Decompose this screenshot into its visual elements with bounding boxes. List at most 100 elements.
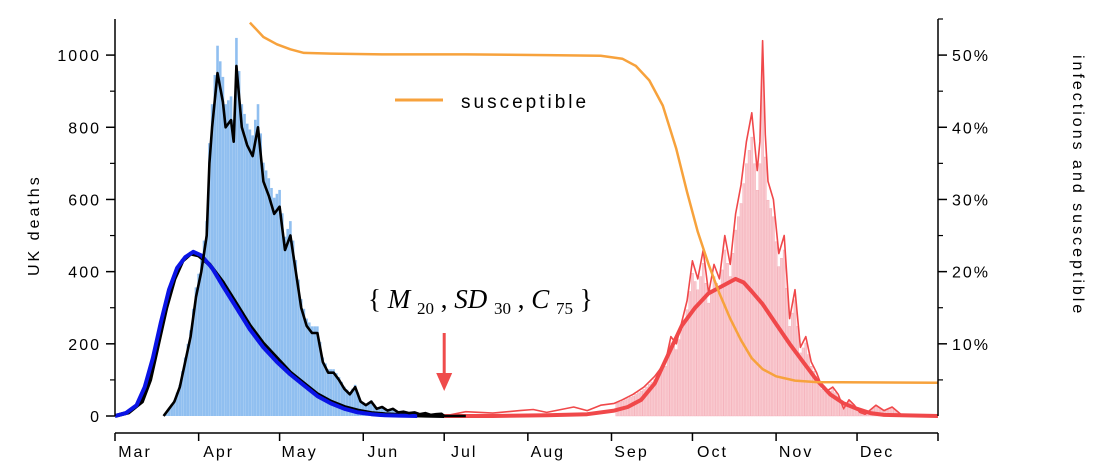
bar-autumn: [647, 384, 651, 417]
bar-autumn: [815, 375, 818, 417]
marker-arrow-head: [436, 373, 453, 391]
bar-autumn: [820, 389, 824, 417]
bar-spring: [200, 260, 203, 416]
marker-arrow: [436, 333, 453, 391]
bar-autumn: [804, 342, 808, 417]
bar-spring: [305, 318, 308, 416]
bar-spring: [267, 178, 271, 416]
x-tick-label: Sep: [614, 444, 648, 461]
bar-autumn: [731, 253, 735, 417]
bar-spring: [391, 408, 395, 416]
bar-spring: [167, 408, 171, 416]
bars-spring: [164, 37, 443, 417]
annotation-sub-c: 75: [556, 299, 573, 318]
bar-autumn: [666, 354, 670, 417]
bar-autumn: [809, 365, 813, 417]
bar-spring: [361, 402, 365, 416]
bar-autumn: [726, 263, 729, 417]
bar-autumn: [758, 163, 762, 417]
bar-autumn: [701, 263, 705, 417]
bar-autumn: [645, 386, 648, 417]
bar-spring: [378, 407, 381, 416]
y-tick-label: 800: [68, 120, 101, 137]
bar-spring: [208, 143, 211, 417]
y2-tick-label: 20%: [952, 265, 990, 282]
bar-autumn: [712, 276, 716, 417]
bar-spring: [262, 162, 265, 416]
bar-autumn: [674, 349, 678, 417]
bar-spring: [337, 377, 341, 416]
bar-autumn: [793, 299, 797, 417]
bar-spring: [229, 96, 233, 416]
svg-text:{ M 20 ,: { M 20 , SD 30 , C 75 }: [368, 284, 593, 320]
annotation: { M 20 , SD 30 , C 75 }: [368, 284, 593, 320]
bar-autumn: [639, 390, 643, 417]
bar-spring: [326, 369, 330, 416]
bar-spring: [380, 406, 384, 416]
bar-spring: [245, 123, 249, 416]
bar-spring: [343, 386, 346, 416]
bar-autumn: [680, 329, 683, 417]
bar-autumn: [704, 282, 708, 417]
bar-autumn: [828, 390, 832, 417]
x-tick-label: Aug: [531, 444, 565, 461]
bar-spring: [194, 287, 198, 416]
bar-spring: [264, 170, 268, 416]
bar-spring: [186, 343, 190, 416]
bar-autumn: [650, 381, 654, 417]
bar-autumn: [699, 276, 702, 417]
bar-autumn: [664, 365, 667, 417]
y2-tick-label: 50%: [952, 48, 990, 65]
bar-spring: [280, 213, 284, 416]
bar-spring: [334, 373, 338, 416]
spring-observed-line: [162, 64, 466, 418]
bar-autumn: [831, 389, 835, 417]
y-tick-label: 400: [68, 265, 101, 282]
x-tick-label: Mar: [118, 444, 152, 461]
x-tick-label: Jun: [367, 444, 399, 461]
bar-autumn: [764, 156, 767, 417]
bar-autumn: [710, 289, 713, 417]
x-tick-label: May: [281, 444, 317, 461]
bar-spring: [191, 308, 195, 416]
legend-label-susceptible: susceptible: [461, 92, 589, 113]
bar-autumn: [747, 150, 751, 417]
bar-spring: [275, 193, 279, 416]
bar-autumn: [707, 302, 710, 417]
bar-spring: [205, 221, 209, 416]
x-tick-label: Nov: [779, 444, 813, 461]
autumn-model-line: [444, 276, 939, 418]
bar-spring: [348, 392, 352, 416]
bar-spring: [283, 236, 287, 416]
bar-autumn: [683, 319, 686, 417]
bar-spring: [189, 330, 192, 416]
bar-autumn: [817, 382, 821, 417]
bar-spring: [202, 240, 206, 416]
x-tick-label: Jul: [451, 444, 477, 461]
annotation-sep-1: ,: [441, 284, 448, 314]
bar-autumn: [737, 216, 740, 417]
bar-autumn: [834, 392, 837, 417]
bar-spring: [256, 104, 260, 416]
bar-autumn: [753, 163, 756, 417]
bar-spring: [318, 341, 322, 416]
bar-autumn: [785, 287, 789, 417]
bar-autumn: [693, 281, 697, 417]
axes: 0 200 400 600 800 1000 10% 20% 30% 40% 50% Mar Apr Ma…: [57, 18, 990, 461]
bar-spring: [316, 326, 319, 416]
bar-spring: [235, 37, 238, 417]
bar-autumn: [720, 269, 724, 417]
bar-spring: [313, 326, 316, 416]
bar-autumn: [696, 289, 700, 417]
y2-tick-label: 40%: [952, 120, 990, 137]
bar-spring: [272, 197, 276, 416]
bar-spring: [237, 71, 241, 416]
bar-autumn: [742, 183, 746, 417]
annotation-brace-open: {: [368, 284, 381, 314]
bar-spring: [372, 404, 376, 416]
annotation-term-sd: SD: [454, 284, 488, 314]
bar-autumn: [739, 203, 743, 417]
bar-spring: [240, 104, 244, 416]
bar-spring: [291, 240, 295, 416]
